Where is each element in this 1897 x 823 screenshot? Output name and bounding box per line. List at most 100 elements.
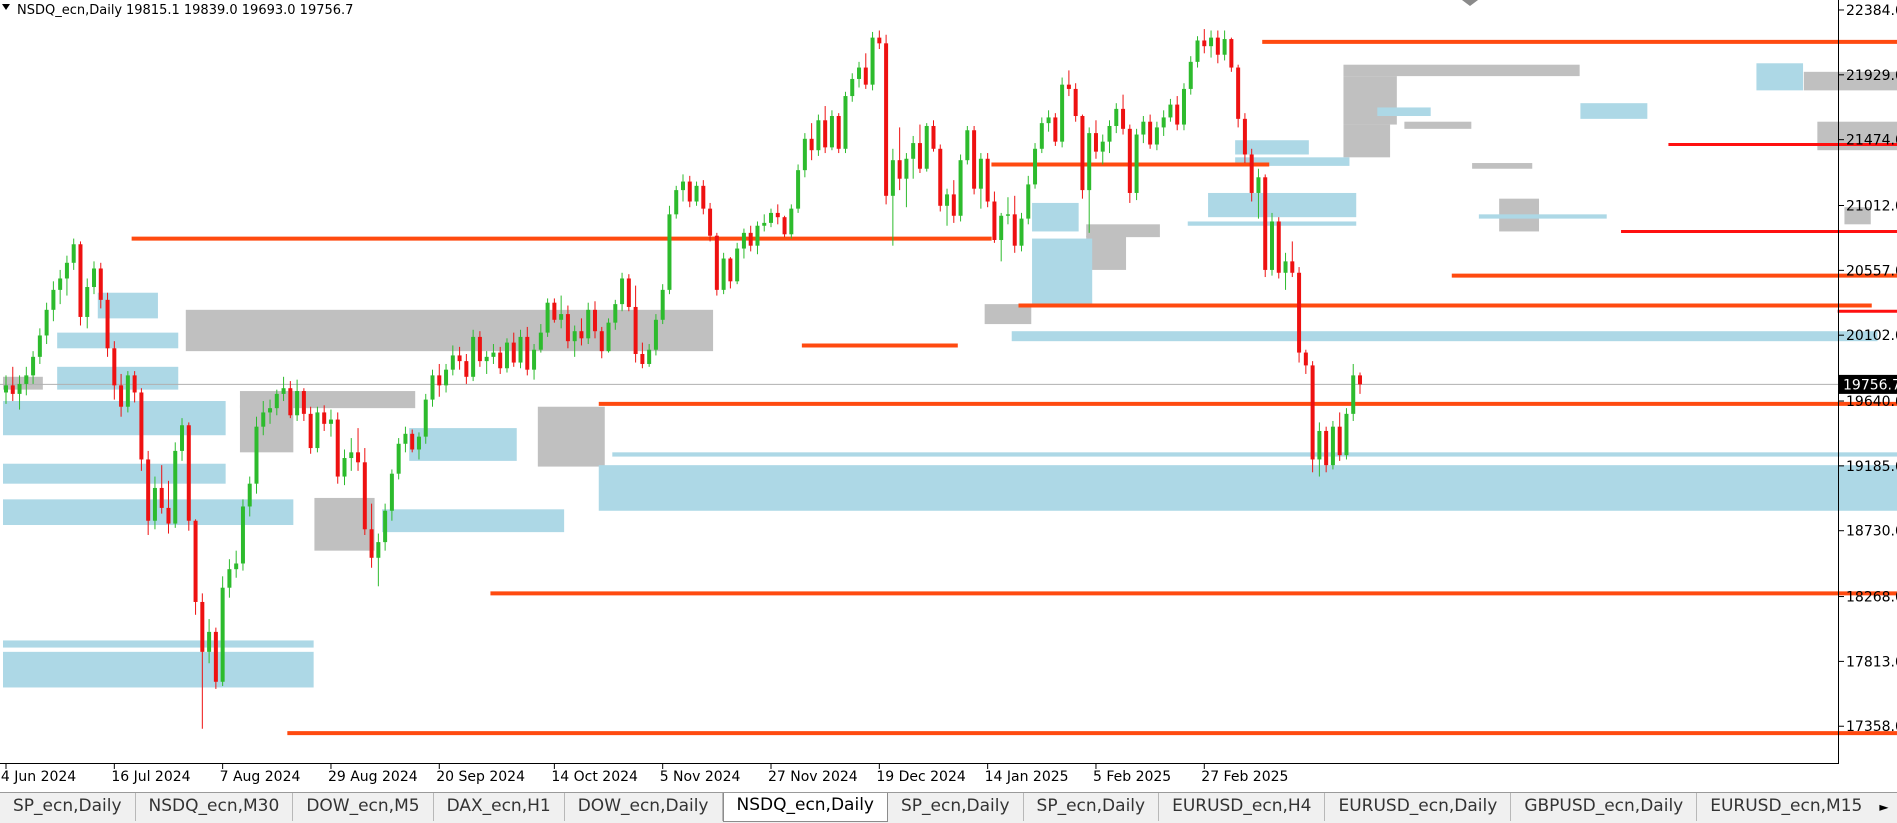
candle-134 bbox=[911, 135, 916, 179]
tab-9[interactable]: EURUSD_ecn,Daily bbox=[1325, 793, 1512, 821]
scroll-marker-icon[interactable] bbox=[1462, 0, 1478, 6]
candle-body bbox=[85, 287, 90, 317]
candle-body bbox=[985, 158, 990, 202]
candle-135 bbox=[917, 124, 922, 174]
candle-95 bbox=[647, 344, 652, 367]
candle-67 bbox=[457, 346, 462, 370]
candle-body bbox=[369, 529, 374, 558]
candle-body bbox=[1236, 67, 1241, 119]
candle-42 bbox=[288, 381, 293, 419]
candle-117 bbox=[796, 164, 801, 213]
price-tick-label: 19640.0 bbox=[1846, 394, 1897, 410]
candle-99 bbox=[674, 185, 679, 219]
candle-body bbox=[125, 375, 130, 407]
candle-body bbox=[1073, 88, 1078, 117]
candle-body bbox=[1249, 154, 1254, 193]
candle-120 bbox=[816, 114, 821, 156]
tab-scroll-right-icon[interactable]: ► bbox=[1871, 793, 1897, 823]
candle-132 bbox=[897, 127, 902, 191]
candle-body bbox=[592, 309, 597, 332]
tab-6[interactable]: SP_ecn,Daily bbox=[888, 793, 1024, 821]
candle-body bbox=[755, 225, 760, 246]
time-tick-label: 20 Sep 2024 bbox=[436, 769, 525, 785]
tab-4[interactable]: DOW_ecn,Daily bbox=[565, 793, 723, 821]
time-tick-label: 19 Dec 2024 bbox=[876, 769, 966, 785]
candle-124 bbox=[843, 91, 848, 154]
candle-128 bbox=[870, 31, 875, 91]
candle-166 bbox=[1127, 124, 1132, 203]
candle-body bbox=[1181, 88, 1186, 125]
tab-11[interactable]: EURUSD_ecn,M15 bbox=[1697, 793, 1877, 821]
candle-39 bbox=[268, 399, 273, 424]
candle-body bbox=[78, 244, 83, 317]
candle-162 bbox=[1100, 134, 1105, 165]
candle-body bbox=[430, 375, 435, 400]
candle-body bbox=[10, 385, 15, 394]
candle-0 bbox=[4, 375, 8, 404]
candle-body bbox=[1242, 118, 1247, 155]
gray-zone-6 bbox=[984, 304, 1032, 325]
candle-body bbox=[802, 138, 807, 171]
candle-26 bbox=[180, 418, 185, 461]
candle-142 bbox=[965, 125, 970, 165]
candle-body bbox=[599, 331, 604, 352]
candle-23 bbox=[159, 465, 164, 514]
candle-89 bbox=[606, 318, 611, 353]
levels-layer bbox=[131, 39, 1897, 736]
candle-body bbox=[775, 212, 780, 218]
candle-body bbox=[1019, 218, 1024, 246]
time-axis: 24 Jun 2024 16 Jul 2024 7 Aug 2024 29 Aug 2… bbox=[0, 763, 1288, 785]
candle-133 bbox=[904, 153, 909, 208]
candle-body bbox=[234, 563, 239, 570]
candle-148 bbox=[1005, 197, 1010, 225]
candle-body bbox=[545, 302, 550, 333]
blue-zone-10 bbox=[612, 452, 1897, 457]
tab-10[interactable]: GBPUSD_ecn,Daily bbox=[1511, 793, 1698, 821]
candle-178 bbox=[1209, 30, 1214, 58]
candle-body bbox=[498, 352, 503, 369]
candle-body bbox=[1351, 375, 1356, 414]
candle-body bbox=[213, 631, 218, 682]
candle-20 bbox=[139, 388, 144, 471]
tab-7[interactable]: SP_ecn,Daily bbox=[1024, 793, 1160, 821]
candle-102 bbox=[694, 181, 699, 206]
candle-body bbox=[863, 67, 868, 85]
tab-3[interactable]: DAX_ecn,H1 bbox=[434, 793, 565, 821]
tab-8[interactable]: EURUSD_ecn,H4 bbox=[1159, 793, 1326, 821]
candle-182 bbox=[1236, 64, 1241, 128]
tab-1[interactable]: NSDQ_ecn,M30 bbox=[136, 793, 294, 821]
candle-body bbox=[897, 160, 902, 179]
candle-body bbox=[491, 352, 496, 357]
collapse-triangle-icon[interactable] bbox=[2, 4, 10, 10]
candle-body bbox=[999, 215, 1004, 240]
candle-149 bbox=[1012, 195, 1017, 253]
candle-body bbox=[254, 426, 259, 484]
candle-192 bbox=[1303, 349, 1308, 374]
candle-127 bbox=[863, 53, 868, 89]
gray-zone-15 bbox=[1803, 71, 1897, 91]
candle-21 bbox=[146, 450, 151, 535]
tab-2[interactable]: DOW_ecn,M5 bbox=[293, 793, 434, 821]
candle-141 bbox=[958, 154, 963, 222]
tab-5[interactable]: NSDQ_ecn,Daily bbox=[722, 793, 888, 822]
candle-body bbox=[437, 375, 442, 386]
price-tick-label: 18730.0 bbox=[1846, 524, 1897, 540]
candle-183 bbox=[1242, 113, 1247, 164]
candle-177 bbox=[1202, 29, 1207, 54]
tab-0[interactable]: SP_ecn,Daily bbox=[0, 793, 136, 821]
candle-body bbox=[37, 335, 42, 357]
candle-47 bbox=[322, 405, 327, 431]
candle-157 bbox=[1066, 70, 1071, 97]
price-tick-label: 20557.0 bbox=[1846, 263, 1897, 279]
gray-zone-10 bbox=[1343, 76, 1397, 125]
candle-body bbox=[1087, 133, 1092, 191]
candle-body bbox=[1154, 127, 1159, 145]
candle-11 bbox=[78, 241, 83, 326]
candle-body bbox=[274, 393, 279, 409]
candle-188 bbox=[1276, 217, 1281, 279]
candle-126 bbox=[857, 61, 862, 88]
blue-zone-20 bbox=[1478, 214, 1607, 219]
candle-61 bbox=[416, 432, 421, 460]
candle-83 bbox=[565, 305, 570, 349]
